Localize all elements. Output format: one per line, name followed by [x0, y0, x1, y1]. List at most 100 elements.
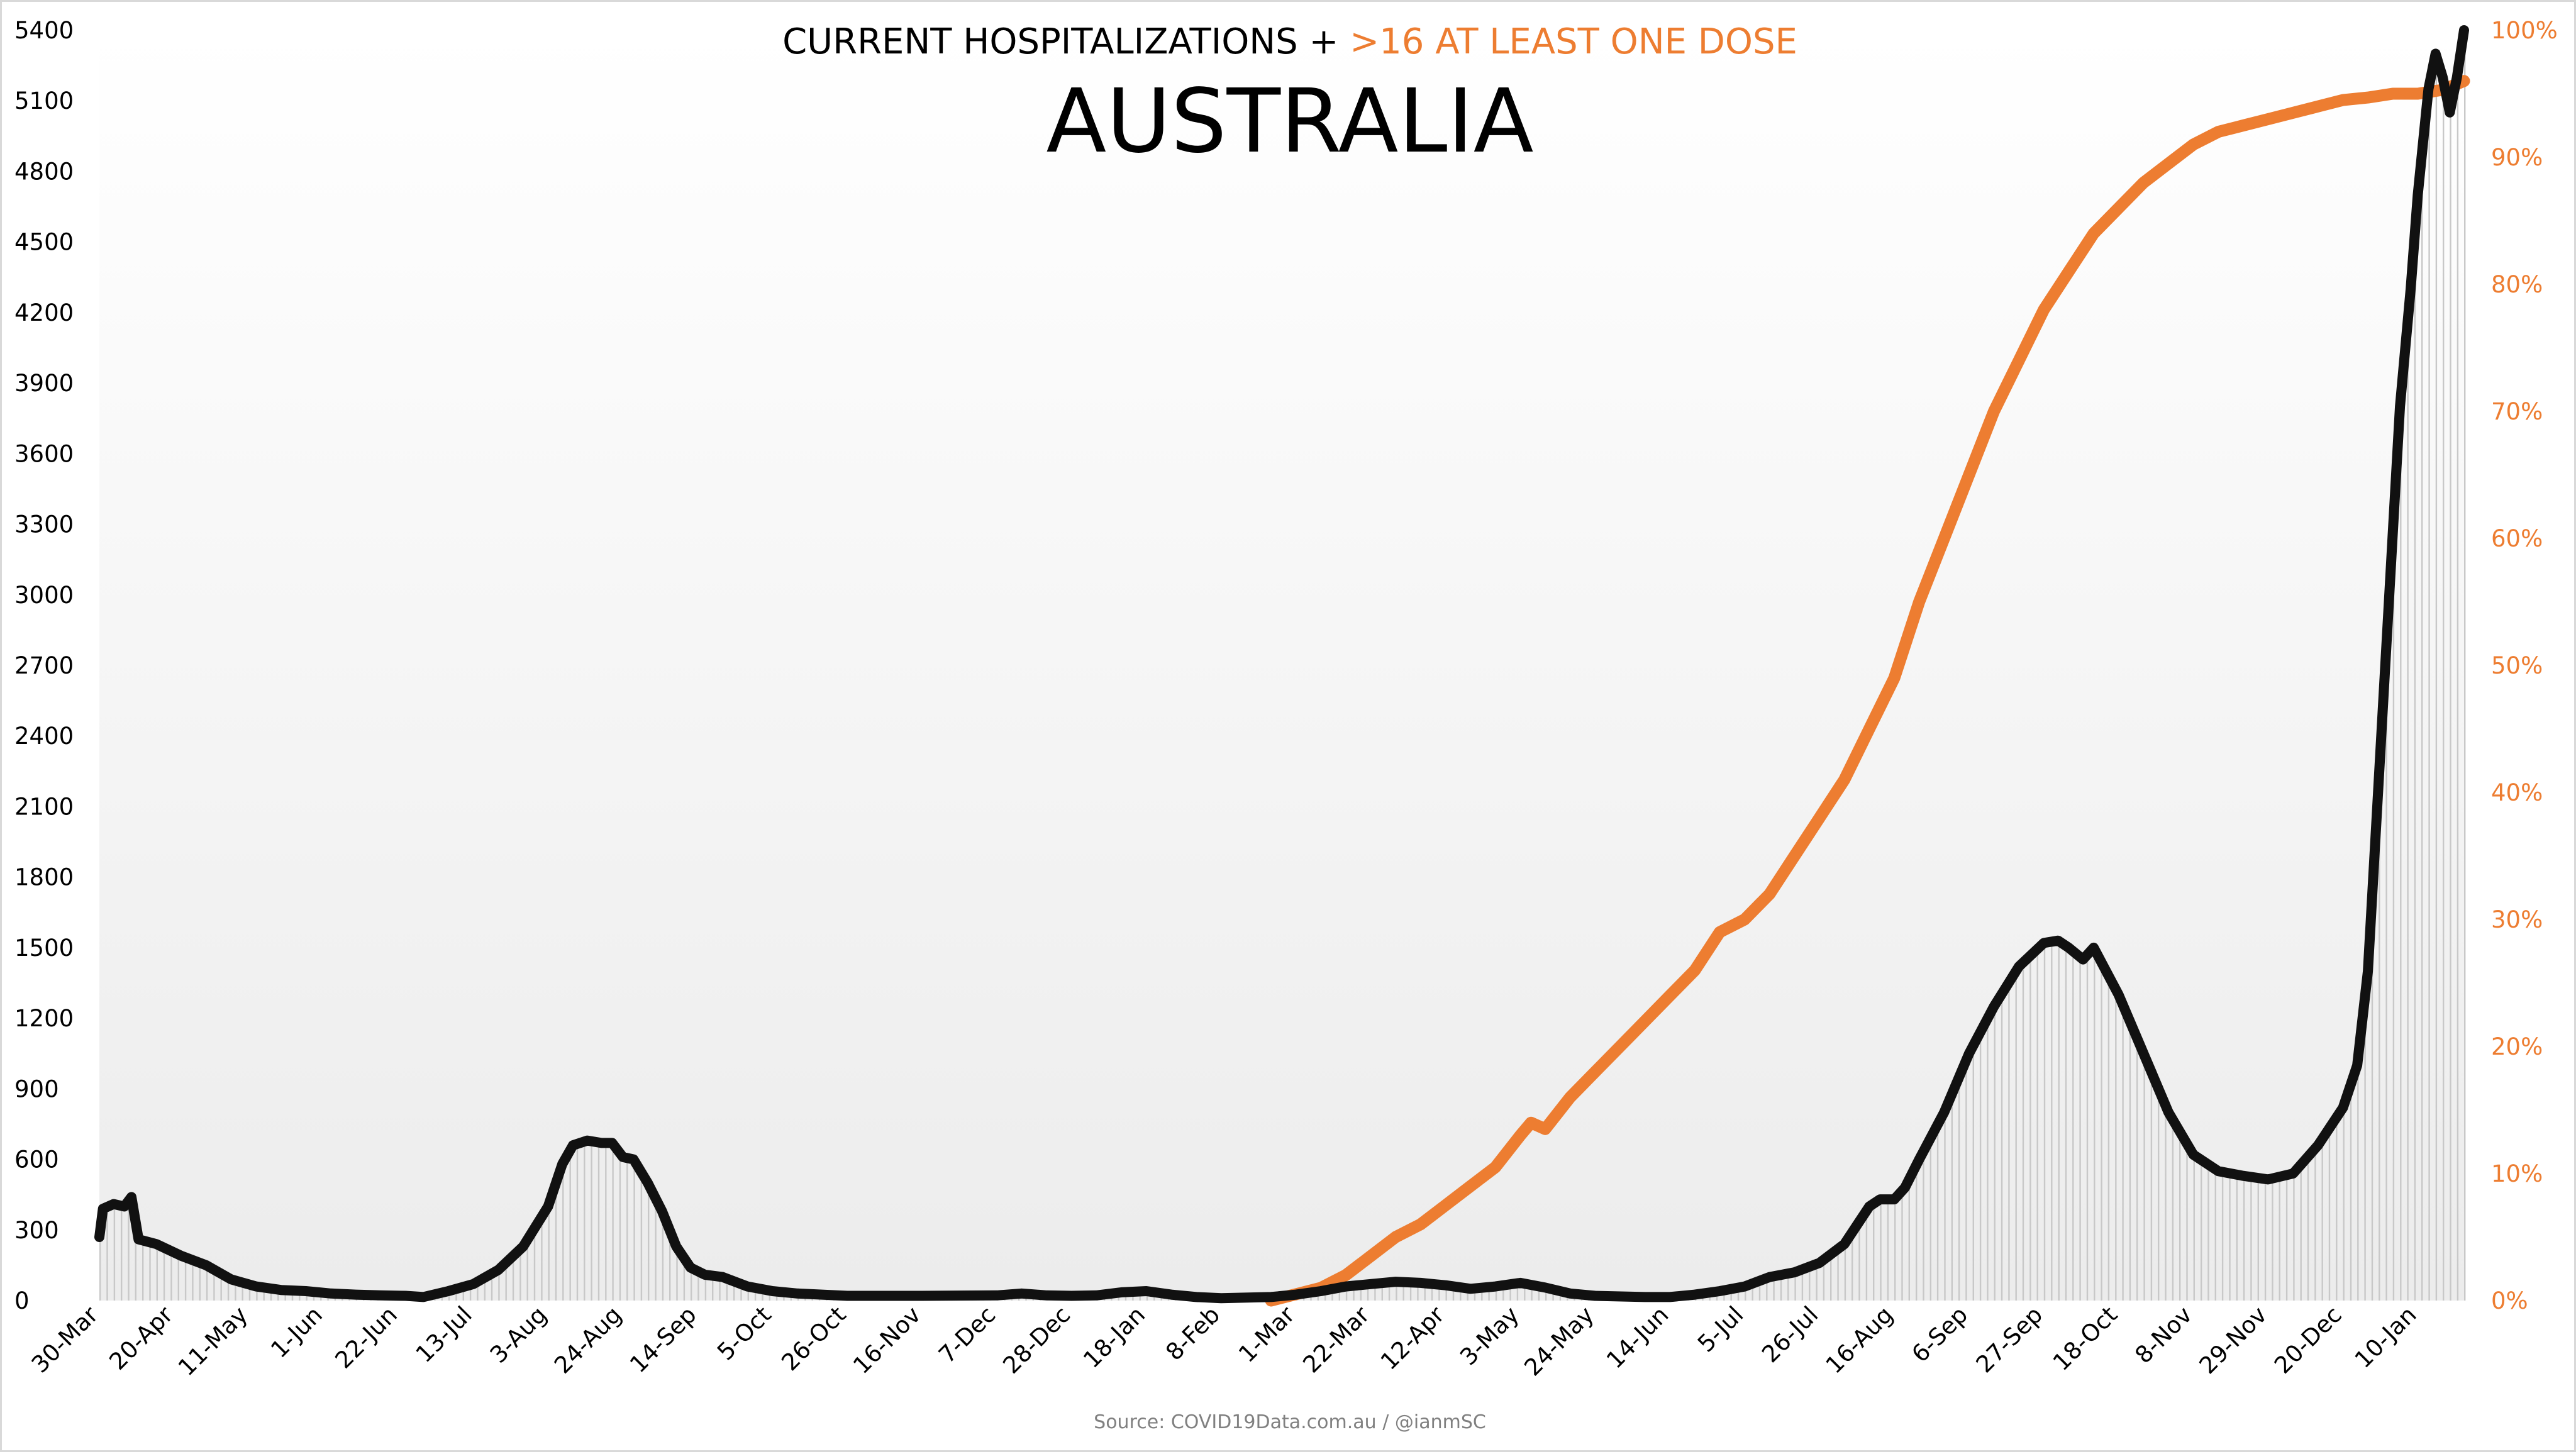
- daily-bar: [1516, 1283, 1519, 1301]
- daily-bar: [1766, 1278, 1768, 1301]
- daily-bar: [612, 1143, 614, 1301]
- daily-bar: [1844, 1244, 1846, 1301]
- daily-bar: [121, 1206, 123, 1301]
- daily-bar: [2350, 1086, 2352, 1301]
- daily-bar: [526, 1240, 528, 1301]
- daily-bar: [1367, 1284, 1369, 1301]
- daily-bar: [2179, 1130, 2181, 1301]
- x-tick-label: 3-May: [1455, 1301, 1524, 1371]
- daily-bar: [762, 1289, 763, 1301]
- daily-bar: [669, 1228, 671, 1301]
- left-tick-label: 4200: [14, 299, 74, 326]
- daily-bar: [512, 1257, 514, 1301]
- daily-bar: [135, 1218, 136, 1301]
- daily-bar: [2300, 1165, 2302, 1301]
- daily-bar: [2243, 1175, 2245, 1301]
- daily-bar: [2421, 159, 2423, 1301]
- daily-bar: [2001, 995, 2003, 1301]
- left-tick-label: 2400: [14, 723, 74, 750]
- x-tick-label: 30-Mar: [26, 1301, 104, 1378]
- daily-bar: [2101, 961, 2102, 1301]
- daily-bar: [1374, 1284, 1376, 1301]
- left-tick-label: 600: [14, 1146, 59, 1174]
- daily-bar: [149, 1242, 151, 1301]
- daily-bar: [263, 1287, 265, 1301]
- daily-bar: [1353, 1285, 1355, 1301]
- daily-bar: [1417, 1282, 1419, 1301]
- daily-bar: [242, 1282, 243, 1301]
- x-tick-label: 24-Aug: [549, 1301, 627, 1379]
- left-tick-label: 3600: [14, 440, 74, 467]
- daily-bar: [2450, 112, 2451, 1301]
- daily-bar: [2379, 783, 2380, 1301]
- daily-bar: [284, 1290, 286, 1301]
- daily-bar: [1823, 1260, 1825, 1301]
- daily-bar: [1396, 1282, 1397, 1301]
- daily-bar: [655, 1197, 657, 1301]
- daily-bar: [555, 1185, 557, 1301]
- daily-bar: [2158, 1087, 2160, 1301]
- title-part-hospitalizations: CURRENT HOSPITALIZATIONS +: [782, 21, 1350, 62]
- daily-bar: [2221, 1172, 2224, 1301]
- daily-bar: [1324, 1290, 1326, 1301]
- daily-bar: [2357, 1065, 2359, 1301]
- daily-bar: [505, 1263, 507, 1301]
- daily-bar: [2464, 30, 2466, 1301]
- daily-bar: [584, 1141, 586, 1301]
- daily-bar: [199, 1262, 201, 1301]
- daily-bar: [2186, 1142, 2188, 1301]
- daily-bar: [2443, 77, 2445, 1301]
- daily-bar: [2086, 955, 2089, 1301]
- daily-bar: [754, 1287, 757, 1301]
- daily-bar: [1552, 1289, 1554, 1301]
- daily-bar: [1488, 1287, 1490, 1301]
- daily-bar: [605, 1143, 607, 1301]
- daily-bar: [1852, 1233, 1853, 1301]
- x-tick-label: 12-Apr: [1375, 1301, 1450, 1375]
- right-tick-label: 20%: [2491, 1033, 2543, 1060]
- daily-bar: [2343, 1107, 2345, 1301]
- daily-bar: [626, 1158, 628, 1301]
- daily-bar: [1545, 1287, 1547, 1301]
- left-tick-label: 900: [14, 1075, 59, 1102]
- daily-bar: [2051, 941, 2053, 1301]
- right-tick-label: 80%: [2491, 271, 2543, 298]
- daily-bar: [2414, 241, 2416, 1301]
- x-tick-label: 1-Jun: [265, 1301, 328, 1363]
- daily-bar: [726, 1278, 728, 1301]
- daily-bar: [248, 1284, 251, 1301]
- daily-bar: [740, 1284, 742, 1301]
- daily-bar: [591, 1141, 592, 1301]
- daily-bar: [491, 1274, 493, 1301]
- chart-title: CURRENT HOSPITALIZATIONS + >16 AT LEAST …: [782, 21, 1797, 62]
- daily-bar: [2236, 1174, 2238, 1301]
- right-tick-label: 100%: [2491, 17, 2558, 44]
- series-line-dose: [1265, 75, 2470, 1307]
- daily-bar: [2079, 956, 2081, 1301]
- left-tick-label: 5100: [14, 87, 74, 114]
- daily-bar: [1801, 1269, 1804, 1301]
- daily-bar: [484, 1278, 486, 1301]
- daily-bar: [676, 1246, 678, 1301]
- daily-bar: [1929, 1139, 1931, 1301]
- daily-bar: [2008, 984, 2010, 1301]
- daily-bar: [192, 1260, 194, 1301]
- left-tick-label: 2700: [14, 652, 74, 679]
- daily-bar: [1531, 1285, 1533, 1301]
- daily-bar: [548, 1206, 550, 1301]
- daily-bar: [2364, 1002, 2366, 1301]
- daily-bar: [455, 1289, 457, 1301]
- x-tick-label: 28-Dec: [998, 1301, 1076, 1379]
- daily-bar: [633, 1159, 635, 1301]
- daily-bar: [1452, 1286, 1455, 1301]
- left-tick-label: 300: [14, 1217, 59, 1244]
- left-tick-label: 2100: [14, 793, 74, 820]
- daily-bar: [1894, 1199, 1896, 1301]
- daily-bar: [1830, 1255, 1832, 1301]
- daily-bar: [2272, 1179, 2273, 1301]
- daily-bar: [662, 1211, 664, 1301]
- daily-bar: [2201, 1159, 2202, 1301]
- daily-bar: [1402, 1282, 1404, 1301]
- daily-bar: [1979, 1033, 1982, 1301]
